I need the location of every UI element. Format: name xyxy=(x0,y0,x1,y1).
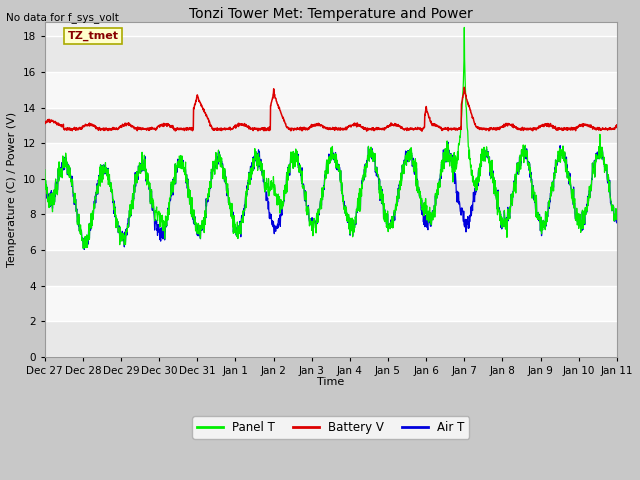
Bar xyxy=(45,215,617,250)
Bar xyxy=(45,250,617,286)
Bar xyxy=(45,179,617,215)
Bar xyxy=(45,286,617,321)
Y-axis label: Temperature (C) / Power (V): Temperature (C) / Power (V) xyxy=(7,112,17,267)
Bar xyxy=(45,36,617,72)
Bar xyxy=(45,72,617,108)
Bar xyxy=(45,143,617,179)
Text: TZ_tmet: TZ_tmet xyxy=(68,31,118,41)
Legend: Panel T, Battery V, Air T: Panel T, Battery V, Air T xyxy=(192,416,469,439)
Text: No data for f_sys_volt: No data for f_sys_volt xyxy=(6,12,119,23)
Title: Tonzi Tower Met: Temperature and Power: Tonzi Tower Met: Temperature and Power xyxy=(189,7,473,21)
Bar xyxy=(45,108,617,143)
Bar xyxy=(45,321,617,357)
X-axis label: Time: Time xyxy=(317,377,344,387)
